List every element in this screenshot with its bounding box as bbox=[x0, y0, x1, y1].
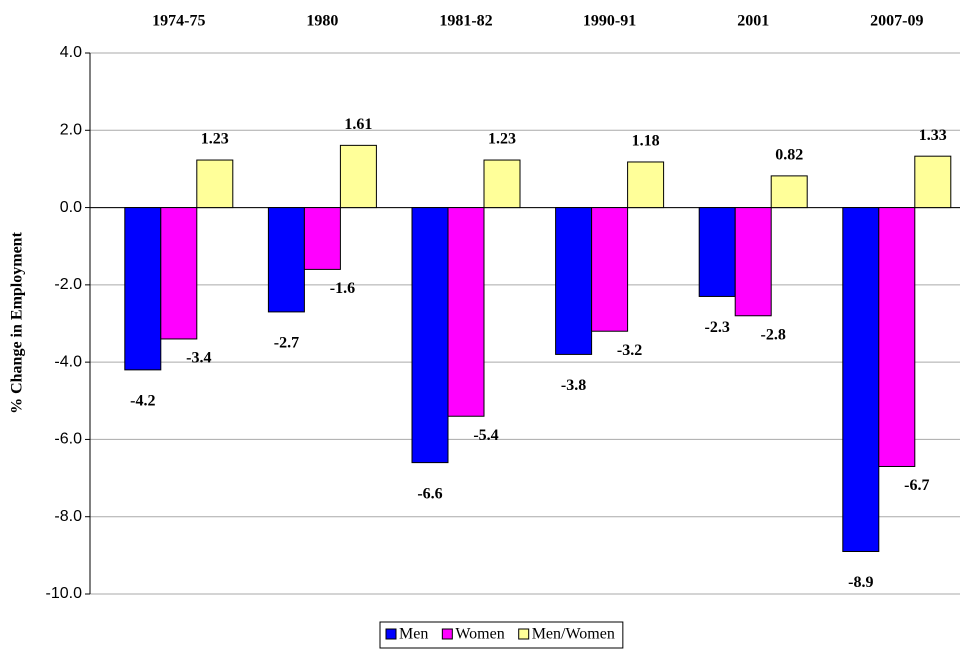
bar bbox=[411, 207, 449, 464]
bar bbox=[196, 159, 234, 209]
y-tick-label: -10.0 bbox=[46, 585, 83, 602]
data-label: -5.4 bbox=[473, 427, 498, 444]
legend-box bbox=[379, 621, 624, 649]
bar bbox=[339, 144, 377, 209]
y-tick-label: -8.0 bbox=[54, 508, 82, 525]
y-tick-label: 0.0 bbox=[60, 199, 82, 216]
data-label: -8.9 bbox=[848, 574, 873, 591]
data-label: -2.8 bbox=[761, 326, 786, 343]
category-label: 1980 bbox=[306, 13, 338, 30]
data-label: -3.4 bbox=[186, 350, 211, 367]
y-tick-label: -4.0 bbox=[54, 353, 82, 370]
legend-label: Men bbox=[399, 626, 428, 643]
data-label: 1.23 bbox=[201, 131, 229, 148]
data-label: 1.23 bbox=[488, 131, 516, 148]
bar bbox=[698, 207, 736, 297]
data-label: -2.7 bbox=[274, 335, 299, 352]
data-label: -3.8 bbox=[561, 377, 586, 394]
bar bbox=[267, 207, 305, 313]
category-label: 1981-82 bbox=[439, 13, 492, 30]
bar bbox=[303, 207, 341, 270]
bar bbox=[842, 207, 880, 552]
data-label: -4.2 bbox=[130, 393, 155, 410]
data-label: 1.18 bbox=[632, 133, 660, 150]
bar bbox=[483, 159, 521, 209]
data-label: -6.6 bbox=[417, 485, 442, 502]
data-label: -1.6 bbox=[330, 280, 355, 297]
bar bbox=[770, 175, 808, 209]
data-label: -3.2 bbox=[617, 342, 642, 359]
y-tick-label: 4.0 bbox=[60, 44, 82, 61]
category-label: 2007-09 bbox=[870, 13, 923, 30]
category-label: 1974-75 bbox=[152, 13, 205, 30]
data-label: 1.33 bbox=[919, 127, 947, 144]
y-tick-label: 2.0 bbox=[60, 122, 82, 139]
data-label: -6.7 bbox=[904, 477, 929, 494]
bar bbox=[914, 155, 952, 209]
bar bbox=[160, 207, 198, 340]
category-label: 1990-91 bbox=[583, 13, 636, 30]
legend-swatch bbox=[441, 628, 453, 640]
data-label: 1.61 bbox=[344, 116, 372, 133]
legend-label: Women bbox=[455, 626, 504, 643]
bar bbox=[591, 207, 629, 332]
legend-swatch bbox=[518, 628, 530, 640]
category-label: 2001 bbox=[737, 13, 769, 30]
y-tick-label: -6.0 bbox=[54, 431, 82, 448]
bar bbox=[878, 207, 916, 467]
legend-label: Men/Women bbox=[532, 626, 615, 643]
bar bbox=[447, 207, 485, 417]
y-tick-label: -2.0 bbox=[54, 276, 82, 293]
legend-swatch bbox=[385, 628, 397, 640]
data-label: 0.82 bbox=[775, 147, 803, 164]
bar bbox=[627, 161, 665, 209]
data-label: -2.3 bbox=[705, 319, 730, 336]
bar bbox=[734, 207, 772, 317]
bar bbox=[555, 207, 593, 355]
bar bbox=[124, 207, 162, 371]
y-axis-title: % Change in Employment bbox=[9, 231, 26, 413]
